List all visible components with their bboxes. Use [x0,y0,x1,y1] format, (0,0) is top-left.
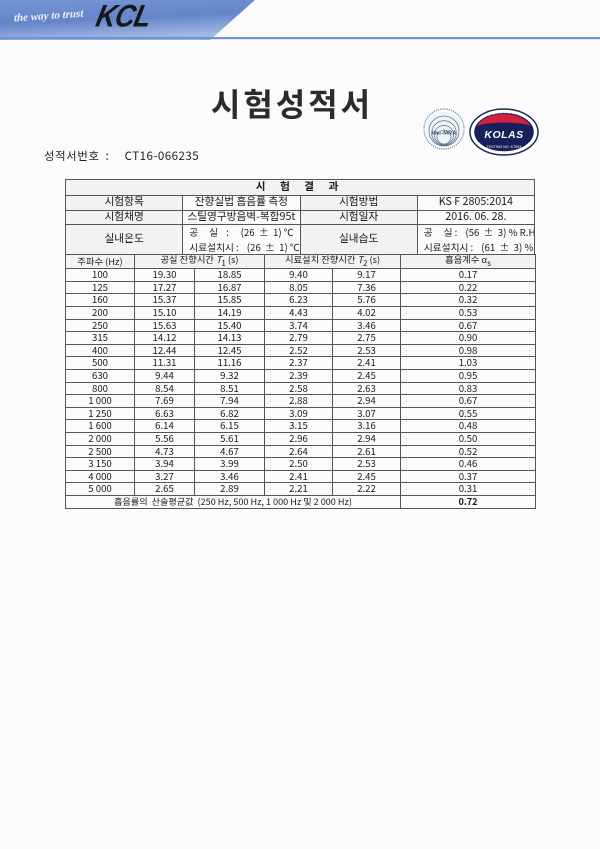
svg-text:ilac-MRA: ilac-MRA [432,131,458,137]
svg-text:KOLAS: KOLAS [484,129,523,141]
svg-text:TESTING NO. KT093: TESTING NO. KT093 [487,145,522,149]
